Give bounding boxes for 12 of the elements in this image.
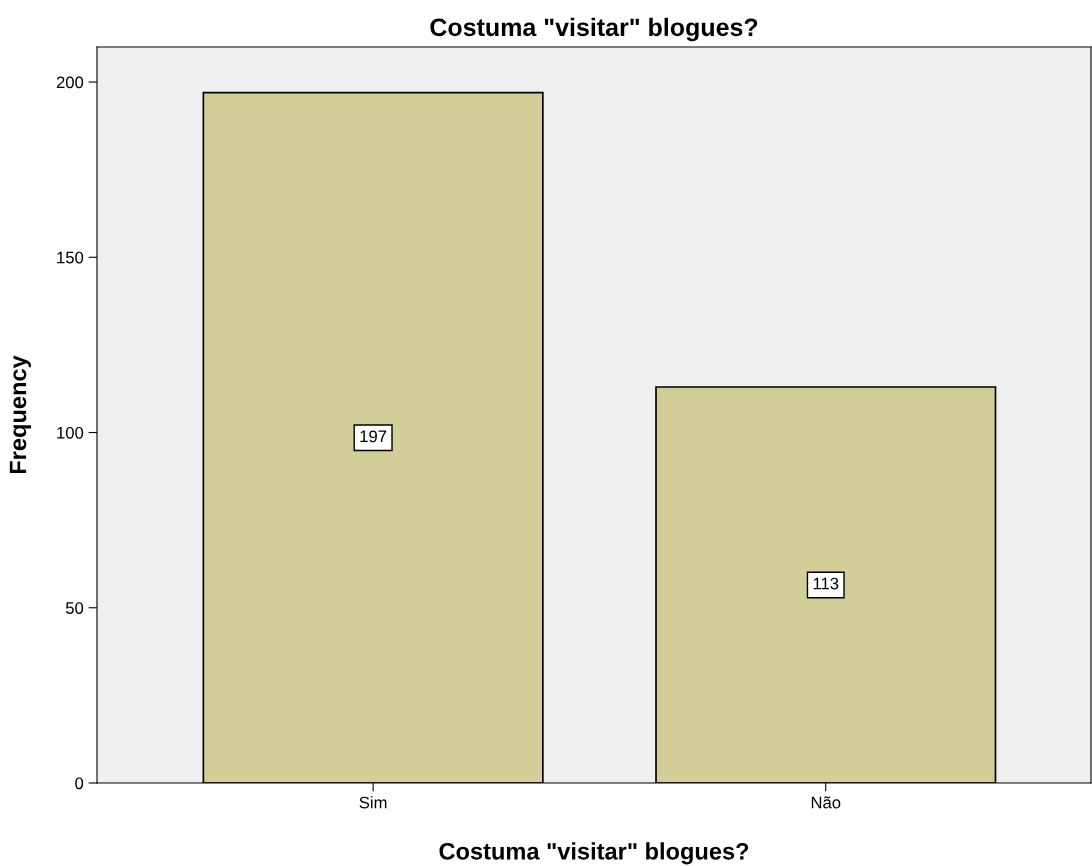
y-tick-label: 150	[57, 251, 84, 264]
data-label: 197	[360, 430, 387, 443]
y-tick-label: 100	[57, 426, 84, 439]
x-tick-label: Sim	[359, 796, 387, 809]
y-tick-label: 50	[65, 602, 84, 614]
y-axis-title: Frequency	[9, 355, 31, 474]
x-tick-label: Não	[811, 796, 841, 809]
chart-title: Costuma "visitar" blogues?	[430, 17, 758, 42]
data-label: 113	[813, 577, 839, 590]
y-tick-label: 200	[56, 76, 84, 89]
y-tick-label: 0	[75, 777, 84, 790]
x-axis-title: Costuma "visitar" blogues?	[439, 842, 749, 865]
